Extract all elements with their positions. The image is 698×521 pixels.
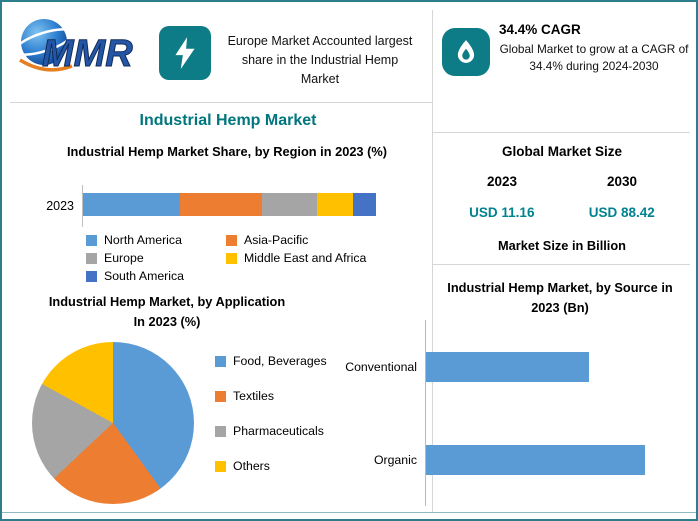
market-size-year-2030: 2030 [606, 174, 638, 189]
legend-swatch [215, 355, 226, 367]
mmr-logo-graphic: MMR [14, 19, 134, 76]
source-bar-1 [426, 351, 590, 382]
legend-label: Pharmaceuticals [233, 424, 324, 438]
legend-label: Asia-Pacific [244, 233, 309, 247]
source-category-label: Conventional [345, 359, 417, 374]
region-segment-3 [261, 193, 318, 216]
legend-item: Textiles [215, 389, 415, 403]
market-size-value-2023: USD 11.16 [469, 205, 535, 220]
source-category-label: Organic [373, 452, 417, 467]
legend-item: Middle East and Africa [226, 251, 426, 265]
legend-item: North America [86, 233, 226, 247]
region-segment-1 [83, 193, 180, 216]
cagr-text: Global Market to grow at a CAGR of 34.4%… [499, 42, 689, 74]
legend-swatch [226, 252, 237, 264]
mmr-logo: MMR [14, 10, 146, 90]
region-axis-line [82, 185, 83, 227]
legend-item: Others [215, 459, 415, 473]
europe-highlight-text: Europe Market Accounted largest share in… [227, 34, 413, 86]
source-chart-title: Industrial Hemp Market, by Source in 202… [447, 280, 673, 315]
market-size-note: Market Size in Billion [498, 238, 626, 253]
bottom-rule [2, 512, 696, 513]
market-size-divider [433, 264, 690, 265]
lightning-tile [159, 26, 211, 80]
legend-label: South America [104, 269, 184, 283]
flame-icon [457, 40, 475, 63]
source-bar-cell [425, 413, 687, 506]
source-bar-cell [425, 320, 687, 413]
legend-swatch [86, 270, 97, 282]
cagr-title: 34.4% CAGR [499, 22, 581, 37]
legend-item: Food, Beverages [215, 354, 415, 368]
legend-swatch [215, 390, 226, 402]
legend-label: Textiles [233, 389, 275, 403]
header-divider-right [433, 132, 690, 133]
region-segment-2 [179, 193, 262, 216]
legend-label: Food, Beverages [233, 354, 327, 368]
application-pie [32, 342, 194, 504]
vertical-divider [432, 10, 433, 513]
market-size-title: Global Market Size [501, 144, 623, 159]
legend-swatch [86, 234, 97, 246]
application-chart-title: Industrial Hemp Market, by Application I… [48, 294, 286, 329]
source-bar-2 [426, 444, 645, 475]
legend-swatch [215, 425, 226, 437]
market-size-years: 2023 2030 [442, 174, 682, 189]
region-legend: North America Asia-Pacific Europe Middle Ea… [86, 233, 426, 283]
market-size-value-2030: USD 88.42 [588, 205, 655, 220]
source-row-2: Organic [335, 413, 687, 506]
legend-item: Asia-Pacific [226, 233, 426, 247]
page-title: Industrial Hemp Market [139, 112, 317, 129]
legend-label: North America [104, 233, 182, 247]
region-stacked-bar [83, 193, 376, 216]
region-chart-title: Industrial Hemp Market Share, by Region … [67, 144, 388, 159]
legend-item: South America [86, 269, 226, 283]
market-size-values: USD 11.16 USD 88.42 [442, 205, 682, 220]
application-legend: Food, Beverages Textiles Pharmaceuticals Ot… [215, 354, 415, 473]
region-segment-5 [352, 193, 376, 216]
region-segment-4 [317, 193, 353, 216]
legend-item: Pharmaceuticals [215, 424, 415, 438]
legend-swatch [226, 234, 237, 246]
mmr-logo-text: MMR [42, 33, 133, 75]
source-plot: Conventional Organic [335, 320, 687, 506]
legend-item: Europe [86, 251, 226, 265]
source-row-1: Conventional [335, 320, 687, 413]
legend-label: Others [233, 459, 270, 473]
market-size-year-2023: 2023 [486, 174, 518, 189]
lightning-icon [175, 37, 195, 69]
cagr-block: 34.4% CAGR Global Market to grow at a CA… [499, 22, 689, 75]
legend-swatch [215, 460, 226, 472]
region-axis-label: 2023 [46, 199, 74, 213]
legend-label: Europe [104, 251, 144, 265]
legend-label: Middle East and Africa [244, 251, 367, 265]
legend-swatch [86, 252, 97, 264]
header-divider-left [10, 102, 432, 103]
flame-tile [442, 28, 490, 76]
